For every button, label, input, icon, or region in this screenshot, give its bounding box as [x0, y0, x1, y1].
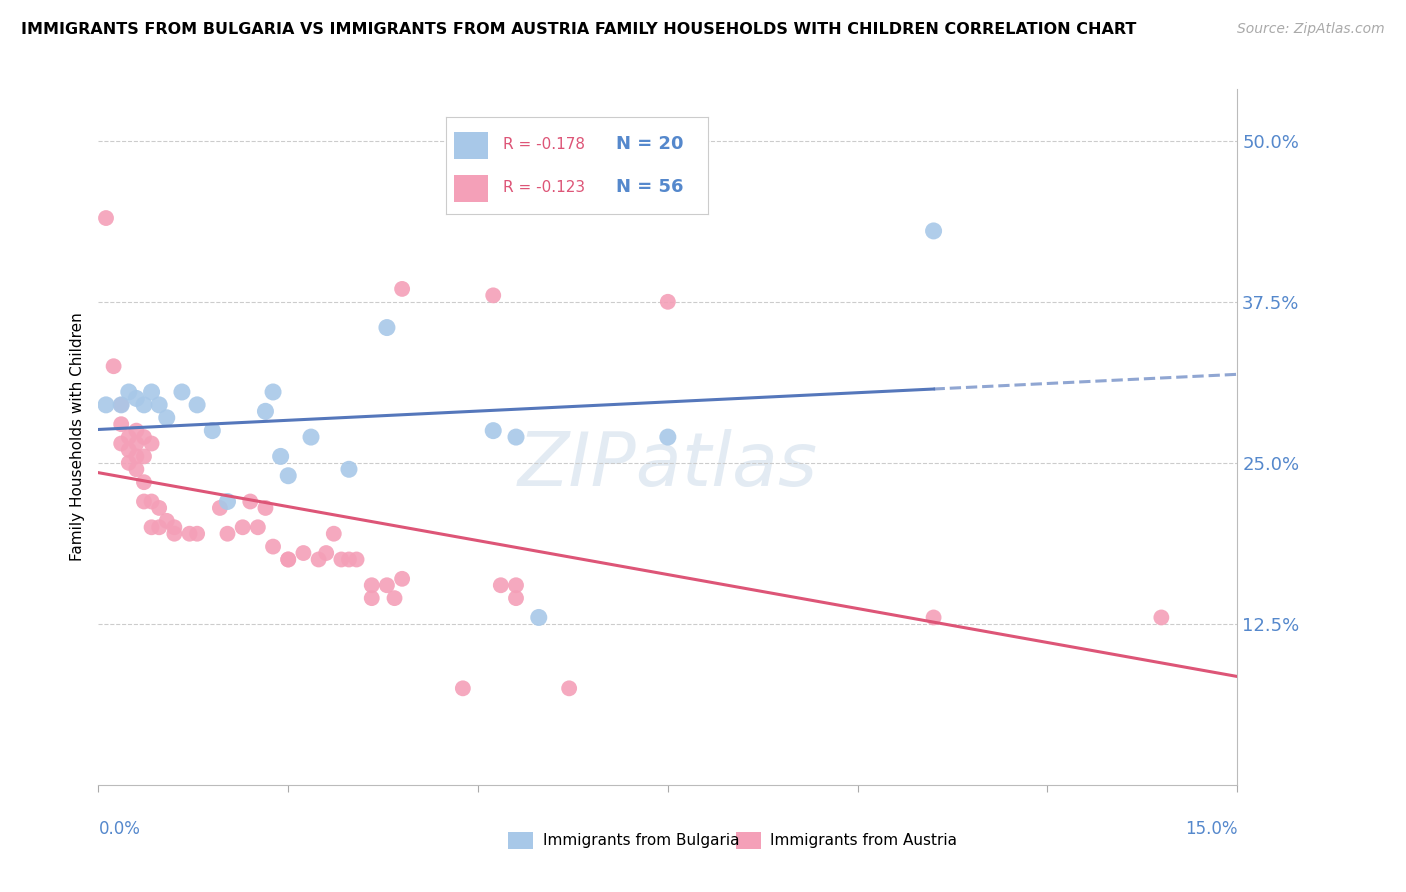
Point	[232, 520, 254, 534]
Point	[110, 398, 132, 412]
Y-axis label: Family Households with Children: Family Households with Children	[69, 313, 84, 561]
Point	[254, 404, 277, 418]
Point	[118, 384, 141, 399]
Point	[337, 552, 360, 566]
Point	[132, 450, 155, 464]
Point	[239, 494, 262, 508]
Point	[270, 450, 292, 464]
Point	[141, 494, 163, 508]
Point	[125, 392, 148, 406]
Point	[118, 456, 141, 470]
Point	[125, 450, 148, 464]
Point	[527, 610, 550, 624]
Point	[558, 681, 581, 696]
Point	[118, 442, 141, 457]
Point	[148, 520, 170, 534]
Point	[346, 552, 368, 566]
Point	[156, 514, 179, 528]
Point	[201, 424, 224, 438]
Point	[308, 552, 330, 566]
Bar	[509, 831, 533, 849]
Point	[322, 526, 344, 541]
Point	[125, 424, 148, 438]
Point	[315, 546, 337, 560]
Point	[110, 398, 132, 412]
Bar	[737, 831, 761, 849]
Point	[330, 552, 353, 566]
Point	[94, 398, 117, 412]
Text: Source: ZipAtlas.com: Source: ZipAtlas.com	[1237, 22, 1385, 37]
Point	[375, 578, 398, 592]
Text: Immigrants from Bulgaria: Immigrants from Bulgaria	[543, 833, 740, 848]
Point	[163, 520, 186, 534]
Point	[922, 224, 945, 238]
Point	[132, 475, 155, 490]
Point	[217, 526, 239, 541]
Point	[384, 591, 406, 606]
Point	[141, 436, 163, 450]
Text: ZIPatlas: ZIPatlas	[517, 429, 818, 501]
Point	[208, 500, 231, 515]
Point	[299, 430, 322, 444]
Point	[292, 546, 315, 560]
Point	[125, 436, 148, 450]
Point	[360, 591, 382, 606]
Point	[482, 424, 505, 438]
Point	[94, 211, 117, 225]
Point	[110, 436, 132, 450]
Point	[262, 540, 284, 554]
Point	[170, 384, 193, 399]
Point	[391, 572, 413, 586]
Point	[186, 526, 208, 541]
Point	[141, 384, 163, 399]
Point	[657, 294, 679, 309]
Point	[505, 578, 527, 592]
Point	[262, 384, 284, 399]
Point	[922, 610, 945, 624]
Text: 15.0%: 15.0%	[1185, 820, 1237, 838]
Point	[163, 526, 186, 541]
Point	[132, 494, 155, 508]
Text: 0.0%: 0.0%	[98, 820, 141, 838]
Point	[103, 359, 125, 374]
Point	[360, 578, 382, 592]
Point	[375, 320, 398, 334]
Point	[254, 500, 277, 515]
Point	[156, 410, 179, 425]
Point	[1150, 610, 1173, 624]
Point	[277, 552, 299, 566]
Point	[277, 468, 299, 483]
Point	[657, 430, 679, 444]
Point	[489, 578, 512, 592]
Point	[217, 494, 239, 508]
Text: IMMIGRANTS FROM BULGARIA VS IMMIGRANTS FROM AUSTRIA FAMILY HOUSEHOLDS WITH CHILD: IMMIGRANTS FROM BULGARIA VS IMMIGRANTS F…	[21, 22, 1136, 37]
Point	[482, 288, 505, 302]
Point	[141, 520, 163, 534]
Point	[505, 591, 527, 606]
Point	[179, 526, 201, 541]
Point	[118, 430, 141, 444]
Point	[110, 417, 132, 432]
Point	[148, 398, 170, 412]
Point	[148, 500, 170, 515]
Point	[186, 398, 208, 412]
Point	[125, 462, 148, 476]
Point	[451, 681, 474, 696]
Point	[132, 430, 155, 444]
Point	[132, 398, 155, 412]
Text: Immigrants from Austria: Immigrants from Austria	[770, 833, 957, 848]
Point	[246, 520, 269, 534]
Point	[277, 552, 299, 566]
Point	[337, 462, 360, 476]
Point	[505, 430, 527, 444]
Point	[391, 282, 413, 296]
